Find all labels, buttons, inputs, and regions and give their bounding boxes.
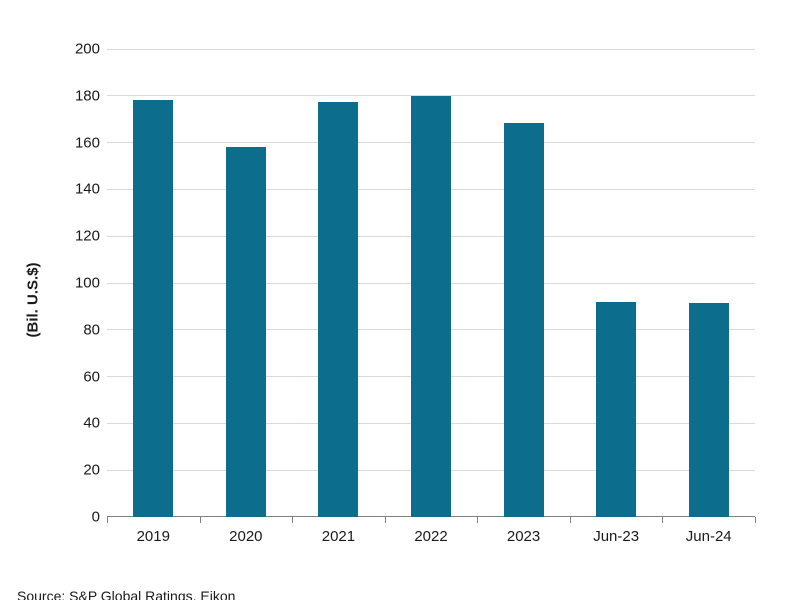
bar-Jun-24 bbox=[688, 302, 729, 517]
y-tick-label-140: 140 bbox=[74, 180, 100, 198]
x-tick-2 bbox=[292, 517, 294, 523]
y-tick-label-160: 160 bbox=[74, 134, 100, 152]
y-tick-label-80: 80 bbox=[83, 321, 100, 339]
bar-2021 bbox=[318, 101, 359, 517]
x-tick-1 bbox=[199, 517, 201, 523]
x-tick-4 bbox=[477, 517, 479, 523]
plot-area bbox=[107, 48, 755, 517]
x-category-label-2019: 2019 bbox=[136, 528, 170, 545]
y-tick-label-60: 60 bbox=[83, 368, 100, 386]
x-category-label-2023: 2023 bbox=[506, 528, 541, 545]
y-tick-label-180: 180 bbox=[74, 87, 100, 105]
x-tick-3 bbox=[384, 517, 386, 523]
x-category-label-2020: 2020 bbox=[229, 528, 263, 545]
y-tick-label-20: 20 bbox=[83, 461, 100, 479]
bar-2019 bbox=[133, 100, 174, 517]
bar-2023 bbox=[503, 122, 544, 517]
gridline-y-200 bbox=[107, 48, 755, 50]
y-tick-label-40: 40 bbox=[83, 414, 100, 432]
bar-Jun-23 bbox=[596, 301, 637, 517]
x-tick-0 bbox=[107, 517, 108, 523]
y-tick-label-100: 100 bbox=[74, 274, 100, 292]
source-note: Source: S&P Global Ratings, Eikon bbox=[17, 588, 236, 600]
y-tick-label-200: 200 bbox=[74, 40, 100, 58]
bar-2022 bbox=[411, 95, 451, 517]
x-category-label-2022: 2022 bbox=[414, 528, 448, 545]
x-category-label-2021: 2021 bbox=[321, 528, 356, 545]
y-tick-label-120: 120 bbox=[74, 227, 100, 245]
x-tick-7 bbox=[755, 517, 756, 523]
x-tick-6 bbox=[662, 517, 664, 523]
y-axis-title: (Bil. U.S.$) bbox=[24, 262, 42, 338]
x-category-label-Jun-24: Jun-24 bbox=[685, 528, 732, 545]
bar-2020 bbox=[225, 147, 266, 517]
y-tick-label-0: 0 bbox=[91, 508, 100, 526]
gridline-y-180 bbox=[107, 95, 755, 97]
x-tick-5 bbox=[569, 517, 571, 523]
x-category-label-Jun-23: Jun-23 bbox=[593, 528, 640, 545]
